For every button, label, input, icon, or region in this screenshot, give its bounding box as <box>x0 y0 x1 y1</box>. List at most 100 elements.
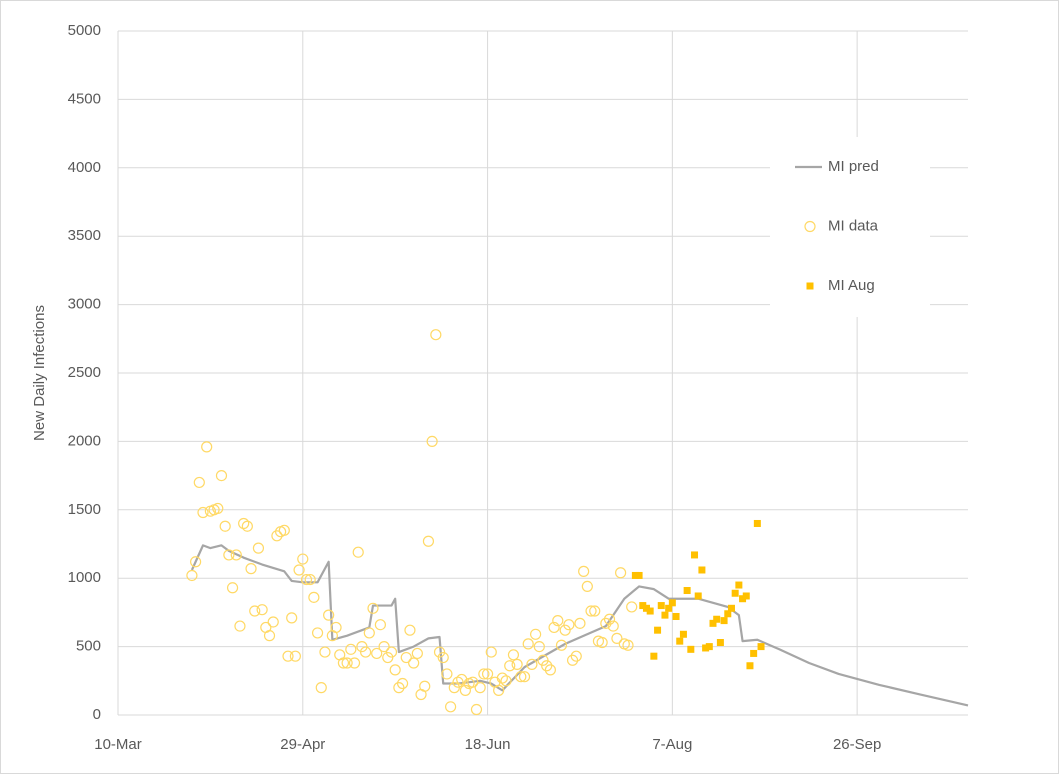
circle-marker <box>581 580 593 593</box>
circle-marker <box>411 647 423 660</box>
circle-marker <box>548 621 560 634</box>
square-marker <box>694 592 702 600</box>
circle-marker <box>396 677 409 690</box>
circle-marker <box>533 640 545 653</box>
square-marker <box>654 626 662 634</box>
y-tick-label: 1500 <box>68 501 101 518</box>
circle-marker <box>611 632 623 644</box>
square-marker <box>739 595 747 603</box>
circle-marker <box>234 620 246 632</box>
circle-marker <box>267 616 279 628</box>
circle-marker <box>600 617 612 629</box>
y-tick-label: 4000 <box>68 159 101 176</box>
circle-marker <box>426 435 438 447</box>
legend-label: MI pred <box>828 158 879 175</box>
circle-marker <box>352 546 364 558</box>
y-tick-label: 500 <box>76 638 101 655</box>
circle-marker <box>537 654 549 666</box>
circle-marker <box>263 630 276 642</box>
circle-marker <box>541 660 553 672</box>
circle-marker <box>348 657 361 669</box>
x-tick-label: 10-Mar <box>94 736 142 753</box>
x-tick-label: 26-Sep <box>833 736 881 753</box>
circle-marker <box>526 658 538 670</box>
circle-marker <box>433 646 446 658</box>
circle-marker <box>330 621 342 634</box>
circle-marker <box>518 671 531 683</box>
square-marker <box>687 645 695 653</box>
circle-marker <box>474 682 486 694</box>
circle-marker <box>252 542 265 554</box>
circle-marker <box>378 640 390 653</box>
legend: MI pred MI data MI Aug <box>770 137 930 317</box>
square-marker <box>646 607 654 615</box>
circle-marker <box>804 220 816 233</box>
circle-marker <box>626 601 638 613</box>
square-marker <box>716 638 724 646</box>
square-marker <box>702 644 710 652</box>
circle-marker <box>515 671 527 683</box>
circle-marker <box>393 682 405 694</box>
circle-marker <box>382 651 394 664</box>
circle-marker <box>367 602 379 614</box>
circle-marker <box>470 703 483 716</box>
circle-marker <box>245 563 257 575</box>
circle-marker <box>389 664 401 676</box>
circle-marker <box>212 502 224 515</box>
circle-marker <box>300 573 313 586</box>
circle-marker <box>230 549 242 561</box>
circle-marker <box>448 682 460 694</box>
square-marker <box>742 592 750 600</box>
circle-marker <box>445 701 457 713</box>
circle-marker <box>493 684 505 696</box>
circle-marker <box>485 646 497 658</box>
prediction-line <box>190 544 969 707</box>
square-marker <box>635 571 643 579</box>
circle-marker <box>585 605 597 617</box>
square-marker <box>746 662 754 670</box>
circle-marker <box>430 329 442 341</box>
y-tick-label: 2500 <box>68 364 101 381</box>
circle-marker <box>570 650 582 662</box>
y-tick-label: 4500 <box>68 90 101 107</box>
circle-marker <box>522 638 534 650</box>
grid <box>117 30 968 716</box>
circle-marker <box>419 680 431 692</box>
circle-marker <box>467 676 479 688</box>
square-marker <box>639 602 647 610</box>
circle-marker <box>441 668 453 680</box>
circle-marker <box>197 506 209 519</box>
circle-marker <box>363 627 375 639</box>
circle-marker <box>559 624 571 636</box>
square-marker <box>806 282 814 290</box>
square-marker <box>757 643 765 651</box>
circle-marker <box>511 658 523 670</box>
legend-label: MI Aug <box>828 277 875 294</box>
circle-marker <box>507 649 520 661</box>
circle-marker <box>544 664 556 676</box>
circle-marker <box>238 517 250 530</box>
circle-marker <box>323 609 335 621</box>
circle-marker <box>186 569 198 582</box>
circle-marker <box>481 668 494 680</box>
circle-marker <box>615 567 627 579</box>
circle-marker <box>311 627 324 639</box>
square-marker <box>735 581 743 589</box>
circle-marker <box>271 530 283 542</box>
circle-marker <box>530 628 542 640</box>
square-marker <box>691 551 699 559</box>
circle-marker <box>278 524 290 536</box>
circle-marker <box>578 565 590 577</box>
x-tick-label: 18-Jun <box>465 736 511 753</box>
circle-marker <box>319 646 331 658</box>
square-marker <box>665 604 673 612</box>
circle-marker <box>400 651 412 664</box>
circle-marker <box>408 657 420 669</box>
circle-marker <box>596 636 608 649</box>
circle-marker <box>215 470 228 482</box>
circle-marker <box>422 535 435 547</box>
circle-marker <box>289 650 301 662</box>
square-marker <box>631 571 639 579</box>
square-marker <box>720 617 728 625</box>
